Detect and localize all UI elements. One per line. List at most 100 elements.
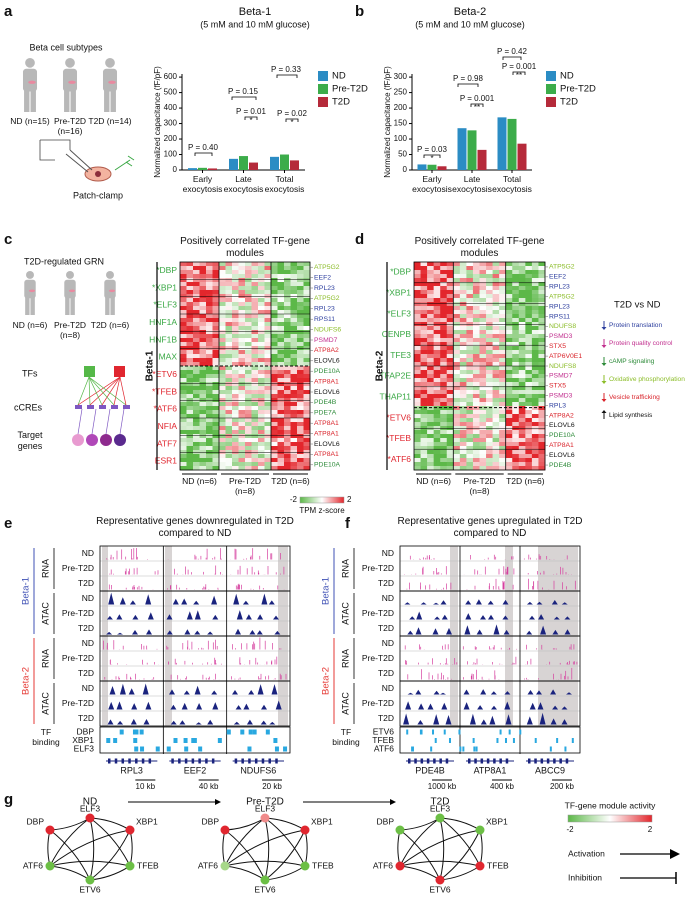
heatmap-cell [518,318,526,323]
condition-label: Pre-T2D [62,608,94,618]
heatmap-cell [492,394,500,399]
heatmap-cell [186,442,194,447]
heatmap-cell [258,266,265,271]
heatmap-cell [245,386,252,391]
node-label: ETV6 [429,884,451,894]
heatmap-cell [531,306,539,311]
heatmap-cell [459,330,467,335]
heatmap-cell [199,346,207,351]
heatmap-cell [284,418,291,423]
heatmap-cell [420,354,428,359]
heatmap-cell [420,462,428,467]
link [77,408,83,435]
heatmap-cell [512,382,520,387]
heatmap-cell [251,414,259,419]
atac-signal [163,629,227,635]
heatmap-cell [446,422,454,427]
heatmap-cell [277,438,285,443]
heatmap-cell [440,438,448,443]
heatmap-cell [251,378,259,383]
heatmap-cell [258,462,265,467]
heatmap-cell [472,318,480,323]
heatmap-cell [193,314,200,319]
heatmap-cell [199,374,207,379]
heatmap-cell [538,262,546,267]
annotation: P = 0.01 [236,107,266,116]
heatmap-cell [238,322,246,327]
heatmap-cell [466,466,474,471]
annotation: ** [474,103,480,112]
heatmap-cell [433,274,441,279]
heatmap-cell [440,458,448,463]
heatmap-cell [258,374,265,379]
heatmap-cell [284,414,291,419]
heatmap-cell [303,358,311,363]
heatmap-cell [186,398,194,403]
condition-label: Pre-T2D [362,608,394,618]
heatmap-cell [538,334,546,339]
heatmap-cell [433,282,441,287]
heatmap-cell [486,406,493,411]
heatmap-cell [290,450,298,455]
heatmap-cell [433,302,441,307]
atac-signal [400,600,460,605]
heatmap-cell [505,286,513,291]
heatmap-cell [297,414,304,419]
heatmap-cell [225,362,233,367]
heatmap-cell [212,366,220,371]
tf-label: THAP11 [380,391,412,401]
heatmap-cell [193,294,200,299]
heatmap-cell [225,318,233,323]
heatmap-cell [466,342,474,347]
heatmap-cell [245,286,252,291]
heatmap-cell [433,430,441,435]
heatmap-cell [518,378,526,383]
heatmap-cell [486,366,493,371]
heatmap-cell [180,334,187,339]
heatmap-cell [219,382,226,387]
heatmap-cell [420,438,428,443]
heatmap-cell [525,358,533,363]
heatmap-cell [186,322,194,327]
heatmap-cell [492,406,500,411]
heatmap-cell [180,410,187,415]
heatmap-cell [277,314,285,319]
heatmap-cell [525,438,533,443]
heatmap-cell [518,446,526,451]
heatmap-cell [414,278,421,283]
cell-type-label: Beta-1 [21,577,32,605]
heatmap-cell [499,430,506,435]
heatmap-cell [518,418,526,423]
heatmap-cell [284,366,291,371]
regulatory-edge [89,817,131,867]
colorbar-tick: 2 [648,825,653,834]
heatmap-cell [427,418,434,423]
heatmap-cell [264,366,272,371]
heatmap-cell [433,398,441,403]
heatmap-cell [277,414,285,419]
node-label: DBP [202,816,220,826]
heatmap-cell [486,382,493,387]
state-label: T2D [431,797,450,808]
torso [62,68,78,92]
heatmap-cell [206,414,213,419]
exon [261,758,265,764]
heatmap-cell [303,406,311,411]
heatmap-cell [180,318,187,323]
heatmap-cell [525,314,533,319]
panel-label: f [345,515,351,532]
heatmap-cell [505,374,513,379]
heatmap-cell [232,446,239,451]
heatmap-cell [492,286,500,291]
heatmap-cell [453,454,461,459]
heatmap-cell [180,426,187,431]
heatmap-cell [258,326,265,331]
heatmap-cell [505,370,513,375]
heatmap-cell [199,402,207,407]
binding-site [475,746,478,752]
heatmap-cell [472,314,480,319]
heatmap-cell [486,362,493,367]
heatmap-cell [505,354,513,359]
heatmap-cell [420,346,428,351]
heatmap-cell [518,458,526,463]
